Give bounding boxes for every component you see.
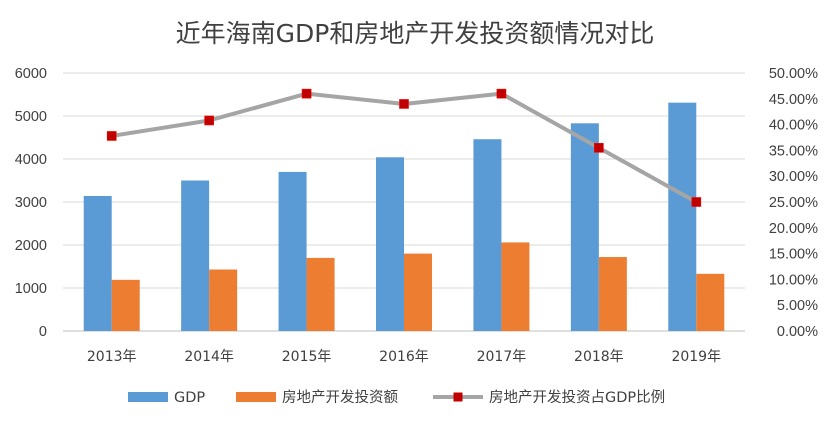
legend-label: 房地产开发投资额: [282, 389, 398, 406]
right-axis-tick-label: 45.00%: [769, 92, 818, 108]
left-axis-tick-label: 5000: [15, 109, 47, 125]
right-axis-tick-label: 40.00%: [769, 118, 818, 134]
legend-swatch: [236, 392, 276, 402]
left-axis-tick-label: 4000: [15, 152, 47, 168]
gdp-bar: [668, 102, 697, 331]
left-axis-tick-label: 1000: [15, 281, 47, 297]
x-axis-category-label: 2019年: [671, 349, 721, 365]
legend: GDP 房地产开发投资额 房地产开发投资占GDP比例: [128, 389, 665, 406]
gdp-bar: [473, 139, 502, 331]
right-axis-tick-label: 15.00%: [769, 247, 818, 263]
ratio-marker: [691, 197, 702, 207]
x-axis-category-label: 2017年: [477, 349, 527, 365]
left-axis-tick-label: 6000: [15, 66, 47, 82]
right-axis-tick-label: 50.00%: [769, 66, 818, 82]
ratio-marker: [204, 115, 214, 126]
gdp-bar: [376, 157, 404, 331]
right-axis-tick-label: 0.00%: [777, 324, 818, 340]
x-axis-category-label: 2015年: [282, 349, 332, 365]
right-axis-tick-label: 20.00%: [769, 221, 818, 237]
ratio-marker: [496, 88, 507, 99]
gdp-bar: [181, 180, 210, 331]
investment-bar: [209, 269, 238, 331]
right-axis-tick-label: 30.00%: [769, 169, 818, 185]
investment-bar: [111, 279, 140, 331]
legend-marker: [453, 392, 463, 402]
left-axis-tick-label: 3000: [15, 195, 47, 211]
legend-label: GDP: [174, 390, 205, 406]
x-axis-category-label: 2013年: [87, 349, 137, 365]
gdp-bar: [83, 195, 112, 331]
ratio-marker: [399, 99, 409, 109]
right-axis-tick-label: 5.00%: [777, 298, 818, 314]
investment-bar: [696, 273, 725, 331]
left-axis-tick-label: 2000: [15, 238, 47, 254]
x-axis-category-label: 2014年: [184, 349, 234, 365]
x-axis-category-label: 2016年: [379, 349, 429, 365]
investment-bar: [404, 253, 432, 331]
ratio-marker: [301, 88, 312, 99]
left-axis-tick-label: 0: [39, 324, 47, 340]
investment-bar: [598, 257, 627, 331]
gdp-bar: [570, 123, 599, 331]
right-axis-tick-label: 25.00%: [769, 195, 818, 211]
bar-layer: [83, 102, 725, 331]
right-axis-tick-label: 10.00%: [769, 272, 818, 288]
legend-swatch: [128, 392, 168, 402]
gdp-bar: [278, 171, 307, 331]
x-axis-category-label: 2018年: [574, 349, 624, 365]
axis-labels: 0 1000 2000 3000 4000 5000 6000 0.00% 5.00% 10.00…: [15, 66, 818, 365]
ratio-marker: [106, 131, 117, 141]
legend-label: 房地产开发投资占GDP比例: [489, 389, 665, 406]
right-axis-tick-label: 35.00%: [769, 143, 818, 159]
line-layer: [106, 88, 702, 207]
ratio-marker: [594, 143, 604, 153]
investment-bar: [501, 242, 530, 331]
investment-bar: [306, 257, 335, 331]
chart-title: 近年海南GDP和房地产开发投资额情况对比: [176, 19, 655, 48]
